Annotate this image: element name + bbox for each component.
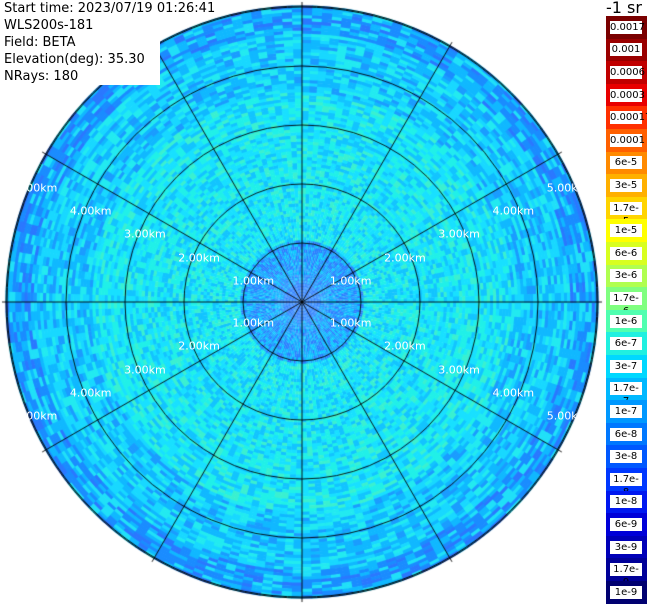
- colorbar-tick-label: 3e-5: [610, 178, 642, 192]
- colorbar-tick-label: 0.00017: [610, 111, 647, 125]
- range-ring-label: 3.00km: [438, 227, 480, 241]
- colorbar-cell: 1e-9: [606, 581, 647, 605]
- range-ring-label: 4.00km: [492, 204, 535, 218]
- range-ring-label: 4.00km: [492, 386, 535, 400]
- range-ring-label: 2.00km: [178, 251, 220, 265]
- range-ring-label: 2.00km: [384, 339, 426, 353]
- colorbar-tick-label: 1.7e-7: [610, 382, 642, 407]
- colorbar-cell: 1.7e-8: [606, 468, 647, 498]
- range-ring-label: 5.00km: [546, 181, 589, 195]
- colorbar-tick-label: 1e-9: [610, 585, 642, 599]
- colorbar-cell: 1.7e-7: [606, 377, 647, 407]
- range-ring-label: 1.00km: [232, 274, 275, 288]
- range-ring-label: 2.00km: [178, 339, 220, 353]
- colorbar-tick-label: 6e-8: [610, 427, 642, 441]
- colorbar-tick-label: 1.7e-9: [610, 563, 642, 588]
- colorbar-tick-label: 3e-9: [610, 540, 642, 554]
- instrument-text: WLS200s-181: [2, 17, 96, 34]
- colorbar-cell: 0.0006: [606, 61, 647, 85]
- colorbar-cell: 1.7e-9: [606, 558, 647, 588]
- colorbar-cell: 1.7e-6: [606, 287, 647, 317]
- colorbar-cell: 6e-8: [606, 422, 647, 446]
- colorbar-tick-label: 3e-6: [610, 269, 642, 283]
- colorbar-tick-label: 6e-9: [610, 517, 642, 531]
- colorbar-tick-label: 6e-6: [610, 246, 642, 260]
- colorbar: 0.0017 0.001 0.0006 0.0003 0.00017 0.0001 6e-5…: [606, 16, 647, 605]
- colorbar-tick-label: 0.0017: [610, 20, 645, 34]
- colorbar-tick-label: 1.7e-6: [610, 291, 642, 317]
- colorbar-tick-label: 1.7e-8: [610, 472, 642, 498]
- colorbar-cell: 0.0001: [606, 129, 647, 153]
- colorbar-tick-label: 0.0001: [610, 133, 645, 147]
- colorbar-cell: 1.7e-5: [606, 196, 647, 227]
- range-ring-label: 4.00km: [69, 204, 112, 218]
- colorbar-tick-label: 3e-7: [610, 359, 642, 373]
- range-ring-label: 3.00km: [438, 363, 480, 377]
- start-time-text: Start time: 2023/07/19 01:26:41: [2, 0, 218, 17]
- colorbar-cell: 1e-6: [606, 309, 647, 333]
- colorbar-cell: 0.0003: [606, 83, 647, 107]
- scan-info-panel: Start time: 2023/07/19 01:26:41 WLS200s-…: [0, 0, 218, 85]
- colorbar-title: -1 sr: [606, 0, 642, 17]
- colorbar-tick-label: 0.0003: [610, 88, 645, 102]
- range-ring-label: 2.00km: [384, 251, 426, 265]
- range-ring-label: 5.00km: [15, 181, 58, 195]
- range-ring-label: 1.00km: [329, 274, 372, 288]
- colorbar-cell: 0.001: [606, 38, 647, 62]
- colorbar-cell: 3e-5: [606, 174, 647, 198]
- colorbar-cell: 1e-7: [606, 400, 647, 424]
- colorbar-cell: 6e-6: [606, 242, 647, 266]
- colorbar-cell: 0.0017: [606, 16, 647, 40]
- colorbar-tick-label: 0.001: [610, 43, 642, 57]
- range-ring-label: 1.00km: [232, 316, 275, 330]
- colorbar-cell: 3e-6: [606, 264, 647, 288]
- colorbar-tick-label: 1e-8: [610, 495, 642, 509]
- nrays-text: NRays: 180: [2, 68, 81, 85]
- ppi-scan-plot: [0, 0, 606, 607]
- colorbar-cell: 3e-7: [606, 355, 647, 379]
- range-ring-label: 3.00km: [124, 227, 166, 241]
- colorbar-cell: 1e-8: [606, 490, 647, 514]
- colorbar-cell: 6e-5: [606, 151, 647, 175]
- colorbar-tick-label: 0.0006: [610, 65, 645, 79]
- range-ring-label: 5.00km: [15, 409, 58, 423]
- colorbar-tick-label: 6e-7: [610, 337, 642, 351]
- colorbar-cell: 6e-7: [606, 332, 647, 356]
- elevation-text: Elevation(deg): 35.30: [2, 51, 147, 68]
- colorbar-cell: 3e-9: [606, 535, 647, 559]
- range-ring-label: 4.00km: [69, 386, 112, 400]
- colorbar-tick-label: 1.7e-5: [610, 201, 642, 227]
- colorbar-cell: 1e-5: [606, 219, 647, 243]
- colorbar-tick-label: 1e-6: [610, 314, 642, 328]
- colorbar-cell: 6e-9: [606, 513, 647, 537]
- colorbar-tick-label: 6e-5: [610, 156, 642, 170]
- range-ring-label: 1.00km: [329, 316, 372, 330]
- range-ring-label: 5.00km: [546, 409, 589, 423]
- range-ring-label: 3.00km: [124, 363, 166, 377]
- colorbar-tick-label: 1e-7: [610, 404, 642, 418]
- colorbar-cell: 0.00017: [606, 106, 647, 130]
- colorbar-cell: 3e-8: [606, 445, 647, 469]
- colorbar-tick-label: 1e-5: [610, 224, 642, 238]
- colorbar-tick-label: 3e-8: [610, 450, 642, 464]
- field-text: Field: BETA: [2, 34, 78, 51]
